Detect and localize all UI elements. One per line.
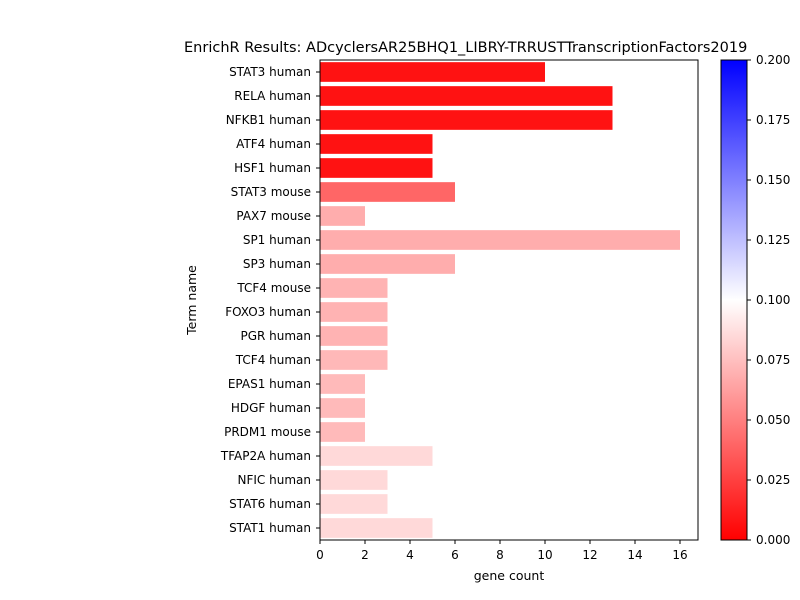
colorbar-gradient (720, 59, 748, 541)
plot-frame (319, 59, 699, 541)
x-tick-label: 16 (672, 548, 687, 562)
y-tick-label: HDGF human (231, 401, 311, 415)
colorbar-tick-label: 0.175 (756, 113, 790, 127)
bar-tcf4-human (320, 350, 388, 370)
colorbar-tick-label: 0.200 (756, 53, 790, 67)
y-tick-label: TCF4 mouse (236, 281, 311, 295)
bar-stat3-mouse (320, 182, 455, 202)
y-tick-label: TFAP2A human (220, 449, 311, 463)
y-tick-label: SP3 human (243, 257, 311, 271)
y-tick-label: NFKB1 human (226, 113, 311, 127)
x-tick-label: 14 (627, 548, 642, 562)
colorbar-tick-label: 0.150 (756, 173, 790, 187)
y-tick-label: PGR human (240, 329, 311, 343)
y-tick-label: STAT6 human (229, 497, 311, 511)
bar-epas1-human (320, 374, 365, 394)
bar-hsf1-human (320, 158, 433, 178)
colorbar-tick-label: 0.025 (756, 473, 790, 487)
x-tick-label: 2 (361, 548, 369, 562)
bar-hdgf-human (320, 398, 365, 418)
y-axis-label: Term name (184, 265, 199, 336)
bar-tfap2a-human (320, 446, 433, 466)
x-axis-ticks: 0 2 4 6 8 10 12 14 16 (316, 540, 688, 562)
y-tick-label: STAT3 mouse (231, 185, 311, 199)
bar-nfic-human (320, 470, 388, 490)
x-tick-label: 0 (316, 548, 324, 562)
y-tick-label: SP1 human (243, 233, 311, 247)
x-axis-label: gene count (474, 568, 545, 583)
colorbar-tick-label: 0.125 (756, 233, 790, 247)
bar-nfkb1-human (320, 110, 613, 130)
bar-atf4-human (320, 134, 433, 154)
chart-title: EnrichR Results: ADcyclersAR25BHQ1_LIBRY… (184, 40, 747, 56)
x-tick-label: 8 (496, 548, 504, 562)
y-tick-label: ATF4 human (236, 137, 311, 151)
bar-stat6-human (320, 494, 388, 514)
bar-pgr-human (320, 326, 388, 346)
y-tick-label: RELA human (234, 89, 311, 103)
bar-tcf4-mouse (320, 278, 388, 298)
y-tick-label: FOXO3 human (225, 305, 311, 319)
y-tick-label: TCF4 human (235, 353, 311, 367)
y-tick-label: PAX7 mouse (236, 209, 311, 223)
colorbar-tick-label: 0.100 (756, 293, 790, 307)
y-tick-label: STAT3 human (229, 65, 311, 79)
x-tick-label: 4 (406, 548, 414, 562)
y-axis-ticks: STAT3 human RELA human NFKB1 human ATF4 hum… (220, 65, 320, 535)
y-tick-label: STAT1 human (229, 521, 311, 535)
colorbar-tick-label: 0.050 (756, 413, 790, 427)
bar-sp1-human (320, 230, 680, 250)
bar-group (320, 62, 680, 538)
colorbar-tick-label: 0.075 (756, 353, 790, 367)
colorbar-tick-label: 0.000 (756, 533, 790, 547)
x-tick-label: 12 (582, 548, 597, 562)
y-tick-label: NFIC human (238, 473, 311, 487)
x-tick-label: 6 (451, 548, 459, 562)
bar-rela-human (320, 86, 613, 106)
colorbar-ticks: 0.000 0.025 0.050 0.075 0.100 0.125 0.150 0.175… (747, 53, 790, 547)
bar-foxo3-human (320, 302, 388, 322)
bar-pax7-mouse (320, 206, 365, 226)
bar-sp3-human (320, 254, 455, 274)
bar-stat3-human (320, 62, 545, 82)
x-tick-label: 10 (537, 548, 552, 562)
y-tick-label: EPAS1 human (228, 377, 311, 391)
bar-stat1-human (320, 518, 433, 538)
colorbar: 0.000 0.025 0.050 0.075 0.100 0.125 0.150 0.175… (720, 53, 790, 547)
bar-prdm1-mouse (320, 422, 365, 442)
y-tick-label: HSF1 human (234, 161, 311, 175)
y-tick-label: PRDM1 mouse (224, 425, 311, 439)
